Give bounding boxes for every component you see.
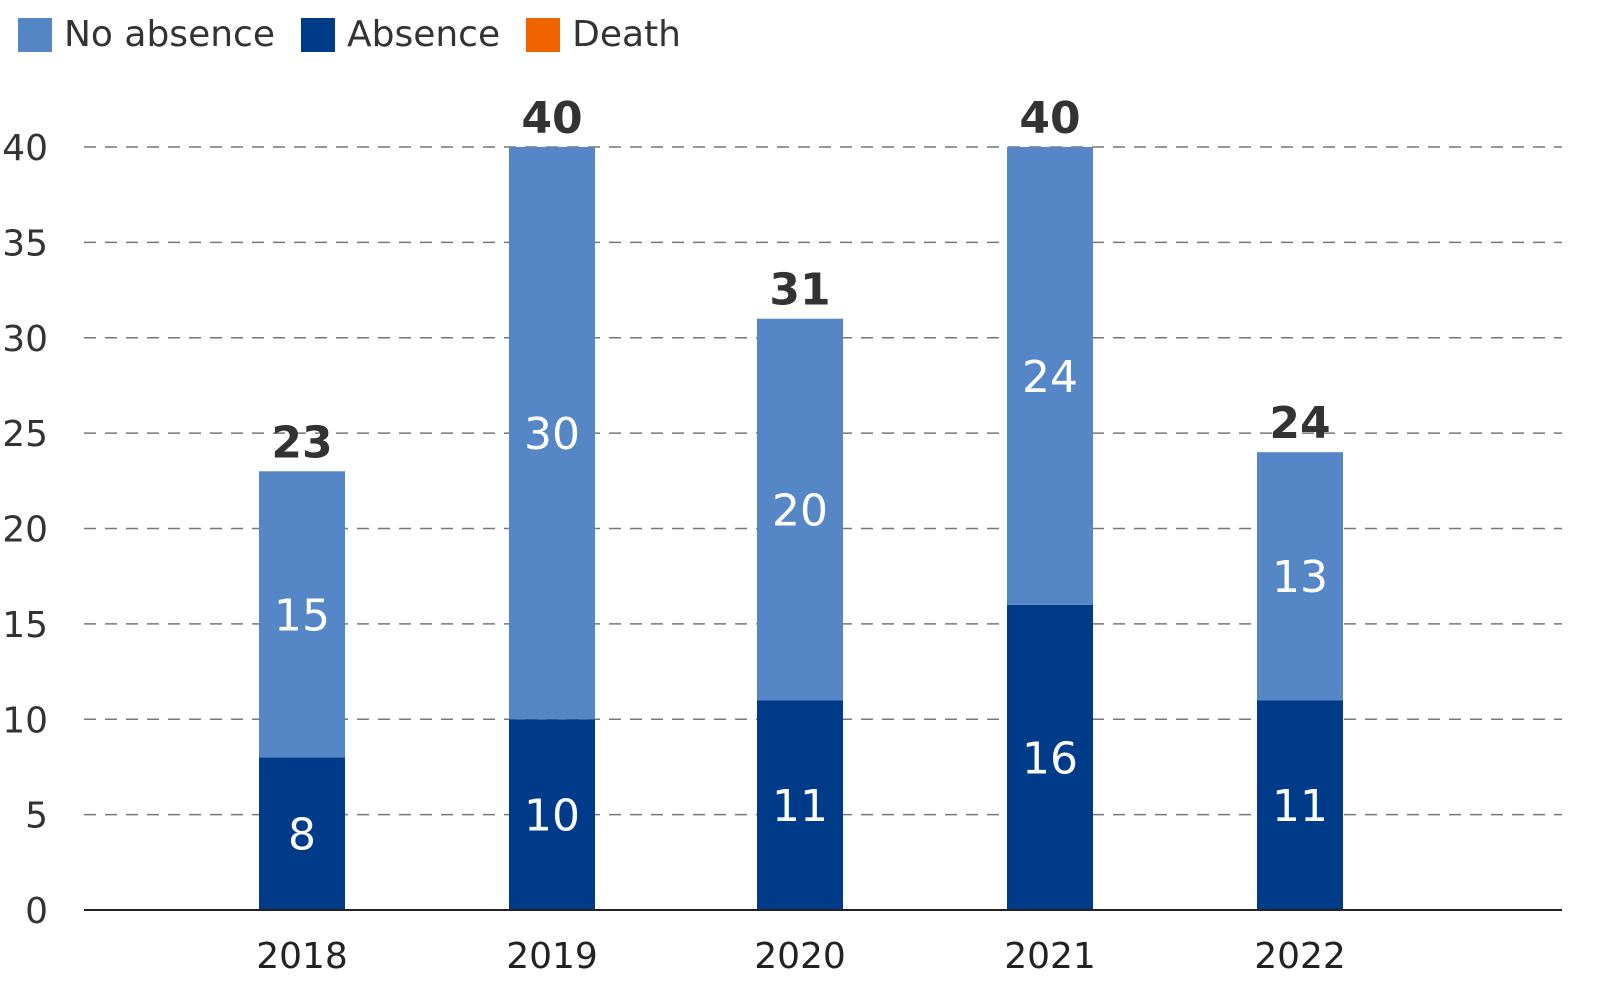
total-label: 24 — [1269, 398, 1330, 449]
bar-segment-no-absence — [757, 318, 843, 701]
data-label: 30 — [524, 409, 580, 460]
bar-segment-no-absence — [259, 471, 345, 758]
x-tick-label: 2018 — [256, 936, 348, 977]
y-tick-label: 35 — [2, 223, 48, 264]
data-label: 20 — [772, 485, 828, 536]
total-label: 40 — [1019, 93, 1080, 144]
data-label: 24 — [1022, 352, 1078, 403]
data-label: 11 — [1272, 781, 1328, 832]
bar-segment-absence — [1007, 604, 1093, 910]
legend-swatch-death — [526, 18, 561, 52]
y-tick-label: 10 — [2, 700, 48, 741]
legend-label-no-absence: No absence — [64, 14, 275, 55]
bar-segment-absence — [757, 700, 843, 910]
total-label: 31 — [769, 265, 830, 316]
data-label: 8 — [288, 810, 316, 861]
bar-segment-absence — [1257, 700, 1343, 910]
bar-segment-absence — [259, 757, 345, 910]
legend-swatch-no-absence — [18, 18, 52, 52]
data-label: 15 — [274, 590, 330, 641]
y-tick-label: 5 — [25, 796, 48, 837]
data-label: 11 — [772, 781, 828, 832]
legend-item-absence: Absence — [300, 14, 501, 55]
chart-legend: No absence Absence Death — [18, 10, 681, 60]
y-tick-label: 15 — [2, 605, 48, 646]
bar-segment-no-absence — [509, 147, 595, 720]
total-label: 23 — [271, 417, 332, 468]
bar-segment-no-absence — [1257, 452, 1343, 701]
y-tick-label: 40 — [2, 128, 48, 169]
legend-label-absence: Absence — [346, 14, 501, 55]
total-label: 40 — [521, 93, 582, 144]
y-tick-label: 0 — [25, 891, 48, 932]
legend-label-death: Death — [572, 14, 681, 55]
data-label: 13 — [1272, 552, 1328, 603]
legend-swatch-absence — [300, 18, 335, 52]
x-tick-label: 2019 — [506, 936, 598, 977]
legend-item-no-absence: No absence — [18, 17, 275, 53]
x-tick-label: 2020 — [754, 936, 846, 977]
data-label: 10 — [524, 791, 580, 842]
x-tick-label: 2021 — [1004, 936, 1096, 977]
y-tick-label: 20 — [2, 510, 48, 551]
legend-item-death: Death — [526, 17, 681, 53]
data-label: 16 — [1022, 733, 1078, 784]
y-tick-label: 25 — [2, 414, 48, 455]
bar-segment-absence — [509, 719, 595, 910]
y-tick-label: 30 — [2, 319, 48, 360]
x-tick-label: 2022 — [1254, 936, 1346, 977]
bar-segment-no-absence — [1007, 147, 1093, 605]
